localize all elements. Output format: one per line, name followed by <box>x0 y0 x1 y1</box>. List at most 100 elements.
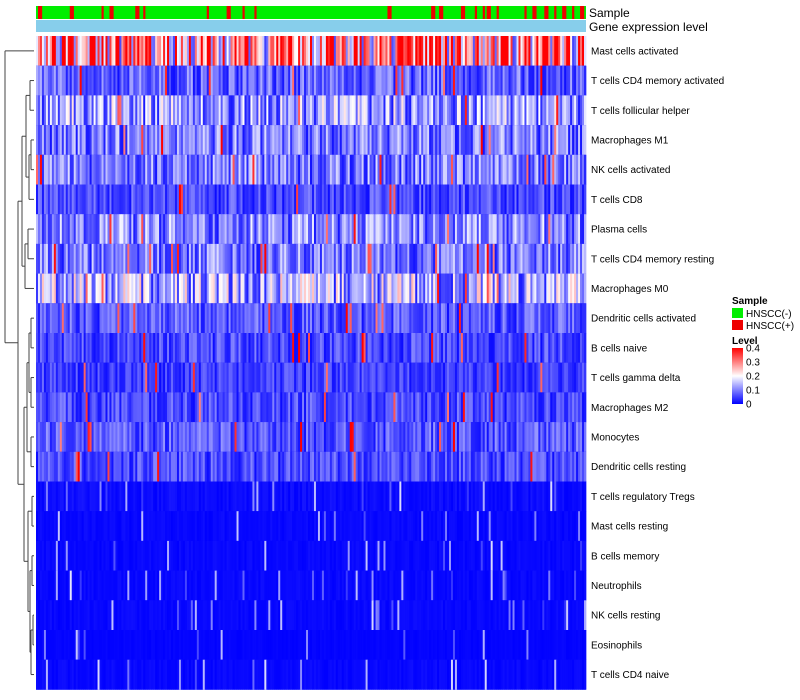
heatmap-cell <box>196 303 200 334</box>
heatmap-cell <box>115 36 118 66</box>
heatmap-cell <box>292 392 295 423</box>
heatmap-cell <box>73 273 77 304</box>
heatmap-cell <box>429 125 432 156</box>
heatmap-cell <box>319 184 323 215</box>
heatmap-cell <box>173 273 176 304</box>
heatmap-cell <box>425 273 428 304</box>
heatmap-cell <box>250 303 253 334</box>
heatmap-cell <box>550 303 553 334</box>
heatmap-cell <box>242 540 245 571</box>
heatmap-cell <box>163 95 166 126</box>
heatmap-cell <box>407 422 410 453</box>
heatmap-cell <box>246 540 249 571</box>
heatmap-cell <box>441 95 444 126</box>
heatmap-cell <box>204 95 208 126</box>
heatmap-cell <box>294 422 297 453</box>
heatmap-cell <box>327 540 331 571</box>
heatmap-cell <box>280 481 283 512</box>
heatmap-cell <box>121 451 124 482</box>
heatmap-cell <box>254 36 257 66</box>
heatmap-cell <box>194 422 198 453</box>
heatmap-cell <box>244 273 247 304</box>
heatmap-cell <box>119 392 122 423</box>
heatmap-cell <box>125 392 128 423</box>
heatmap-cell <box>393 333 396 363</box>
heatmap-cell <box>135 333 138 363</box>
heatmap-cell <box>373 303 376 334</box>
heatmap-cell <box>135 362 138 393</box>
heatmap-cell <box>135 392 138 423</box>
heatmap-cell <box>361 273 364 304</box>
heatmap-cell <box>244 362 247 393</box>
heatmap-cell <box>39 214 43 245</box>
heatmap-cell <box>232 303 235 334</box>
heatmap-cell <box>81 511 85 542</box>
heatmap-cell <box>361 333 364 363</box>
heatmap-cell <box>153 273 156 304</box>
heatmap-cell <box>59 481 63 512</box>
heatmap-cell <box>313 333 317 363</box>
heatmap-cell <box>63 362 67 393</box>
heatmap-cell <box>548 184 551 215</box>
heatmap-cell <box>411 125 414 156</box>
heatmap-cell <box>313 125 317 156</box>
heatmap-cell <box>417 184 420 215</box>
heatmap-cell <box>75 511 79 542</box>
heatmap-cell <box>123 362 126 393</box>
heatmap-cell <box>454 273 458 304</box>
heatmap-cell <box>313 422 317 453</box>
heatmap-cell <box>286 154 289 185</box>
heatmap-cell <box>91 481 94 512</box>
heatmap-cell <box>188 243 192 274</box>
heatmap-cell <box>105 392 108 423</box>
heatmap-cell <box>308 243 311 274</box>
heatmap-cell <box>298 95 301 126</box>
heatmap-cell <box>546 511 549 542</box>
heatmap-cell <box>492 451 496 482</box>
heatmap-cell <box>123 154 126 185</box>
heatmap-cell <box>359 511 362 542</box>
heatmap-cell <box>576 303 579 334</box>
heatmap-cell <box>89 451 92 482</box>
heatmap-cell <box>204 540 208 571</box>
heatmap-cell <box>186 511 190 542</box>
heatmap-row <box>36 451 587 482</box>
heatmap-cell <box>540 184 543 215</box>
heatmap-cell <box>413 362 416 393</box>
heatmap-cell <box>262 243 265 274</box>
heatmap-cell <box>228 125 231 156</box>
heatmap-cell <box>184 333 188 363</box>
sample-segment <box>474 6 477 19</box>
heatmap-cell <box>232 333 235 363</box>
heatmap-cell <box>429 65 432 96</box>
heatmap-cell <box>359 36 362 66</box>
heatmap-cell <box>385 511 388 542</box>
heatmap-cell <box>107 540 110 571</box>
heatmap-cell <box>466 333 470 363</box>
heatmap-cell <box>379 451 382 482</box>
heatmap-cell <box>143 36 146 66</box>
heatmap-cell <box>254 422 257 453</box>
heatmap-cell <box>294 65 297 96</box>
heatmap-cell <box>395 451 398 482</box>
heatmap-cell <box>504 125 507 156</box>
heatmap-cell <box>500 95 503 126</box>
heatmap-cell <box>157 125 160 156</box>
heatmap-cell <box>71 481 75 512</box>
heatmap-cell <box>464 451 468 482</box>
heatmap-cell <box>425 362 428 393</box>
heatmap-cell <box>403 392 406 423</box>
heatmap-cell <box>578 422 581 453</box>
heatmap-cell <box>325 214 329 245</box>
heatmap-cell <box>560 333 563 363</box>
heatmap-cell <box>506 125 509 156</box>
heatmap-cell <box>89 273 92 304</box>
heatmap-cell <box>216 184 220 215</box>
heatmap-cell <box>510 154 513 185</box>
heatmap-cell <box>63 184 67 215</box>
heatmap-cell <box>556 392 559 423</box>
heatmap-cell <box>574 184 577 215</box>
heatmap-cell <box>427 125 430 156</box>
heatmap-cell <box>278 65 281 96</box>
heatmap-cell <box>306 303 309 334</box>
